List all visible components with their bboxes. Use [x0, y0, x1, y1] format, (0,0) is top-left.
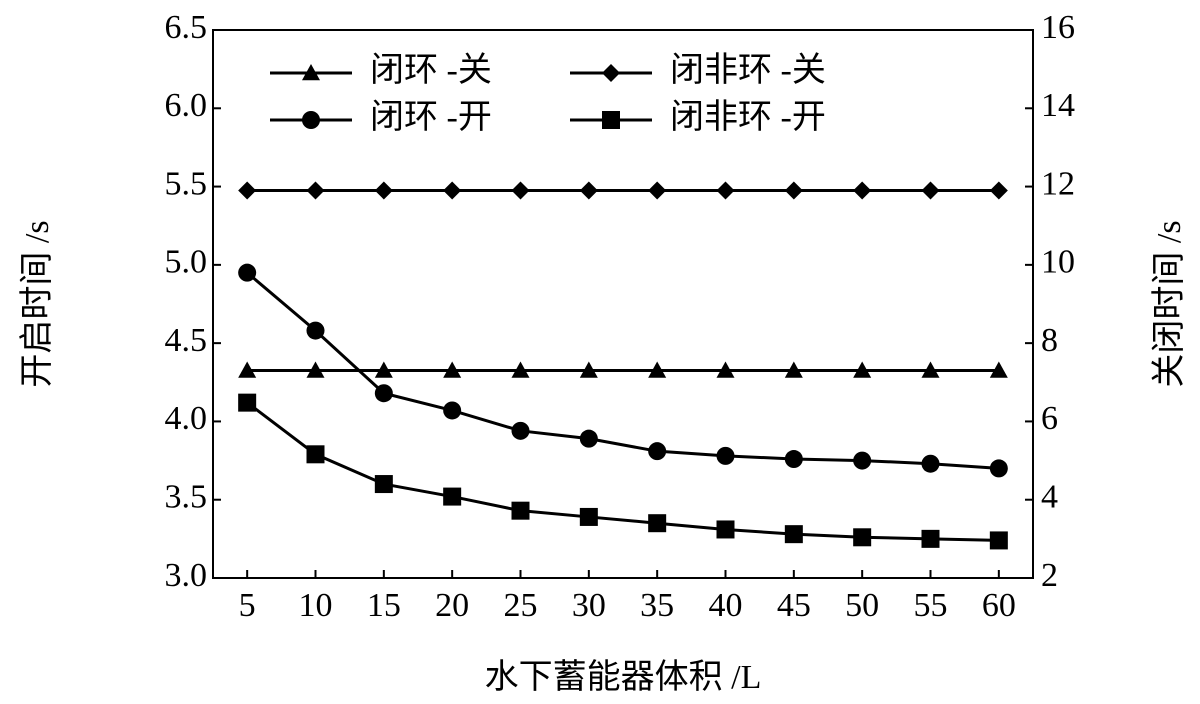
y-tick-label: 5.5 [165, 165, 208, 202]
marker [784, 525, 803, 544]
x-tick-label: 10 [299, 587, 333, 624]
marker [648, 181, 667, 200]
y2-tick-label: 8 [1041, 322, 1058, 359]
marker [648, 361, 667, 378]
marker [716, 181, 735, 200]
marker [443, 401, 462, 420]
marker [784, 450, 803, 469]
x-tick-label: 30 [572, 587, 606, 624]
marker [443, 487, 462, 506]
legend-marker [602, 64, 620, 82]
y2-tick-label: 10 [1041, 244, 1075, 281]
marker [306, 181, 325, 200]
y-tick-label: 6.5 [165, 9, 208, 46]
marker [511, 501, 530, 520]
y-tick-label: 5.0 [165, 244, 208, 281]
y-tick-label: 4.5 [165, 322, 208, 359]
series-line [246, 271, 999, 470]
x-tick-label: 20 [435, 587, 469, 624]
marker [306, 321, 325, 340]
marker [511, 361, 530, 378]
marker [511, 421, 530, 440]
marker [374, 181, 393, 200]
marker [238, 181, 257, 200]
x-tick-label: 60 [982, 587, 1016, 624]
y2-tick-label: 14 [1041, 87, 1075, 124]
x-tick-label: 5 [239, 587, 256, 624]
marker [238, 393, 257, 412]
marker [238, 361, 257, 378]
marker [921, 529, 940, 548]
marker [716, 446, 735, 465]
legend-marker [302, 111, 320, 129]
y2-tick-label: 12 [1041, 165, 1075, 202]
marker [374, 475, 393, 494]
marker [306, 445, 325, 464]
y2-tick-label: 2 [1041, 557, 1058, 594]
marker [989, 181, 1008, 200]
x-tick-label: 40 [709, 587, 743, 624]
marker [716, 520, 735, 539]
marker [921, 181, 940, 200]
marker [579, 507, 598, 526]
series-line [246, 401, 999, 542]
marker [921, 361, 940, 378]
legend-label: 闭环 -开 [370, 99, 492, 136]
x-tick-label: 45 [777, 587, 811, 624]
y2-tick-label: 16 [1041, 9, 1075, 46]
marker [374, 384, 393, 403]
legend-marker [602, 111, 620, 129]
marker [579, 181, 598, 200]
marker [306, 361, 325, 378]
x-tick-label: 35 [640, 587, 674, 624]
marker [853, 528, 872, 547]
marker [989, 531, 1008, 550]
y-axis-label: 开启时间 /s [18, 220, 56, 387]
x-tick-label: 15 [367, 587, 401, 624]
legend-label: 闭非环 -关 [670, 52, 826, 89]
legend-label: 闭环 -关 [370, 52, 492, 89]
marker [511, 181, 530, 200]
y-tick-label: 3.0 [165, 557, 208, 594]
marker [443, 361, 462, 378]
marker [238, 263, 257, 282]
marker [443, 181, 462, 200]
y2-axis-label: 关闭时间 /s [1151, 220, 1188, 387]
y2-tick-label: 4 [1041, 479, 1058, 516]
marker [648, 442, 667, 461]
marker [989, 361, 1008, 378]
plot-frame [212, 29, 1034, 579]
marker [579, 361, 598, 378]
y-tick-label: 4.0 [165, 400, 208, 437]
marker [648, 514, 667, 533]
marker [784, 181, 803, 200]
marker [853, 451, 872, 470]
marker [921, 454, 940, 473]
marker [853, 361, 872, 378]
marker [853, 181, 872, 200]
x-tick-label: 55 [914, 587, 948, 624]
marker [374, 361, 393, 378]
y-tick-label: 3.5 [165, 479, 208, 516]
marker [579, 429, 598, 448]
legend-label: 闭非环 -开 [670, 99, 826, 136]
x-tick-label: 25 [504, 587, 538, 624]
marker [716, 361, 735, 378]
x-axis-label: 水下蓄能器体积 /L [485, 658, 762, 696]
y2-tick-label: 6 [1041, 400, 1058, 437]
x-tick-label: 50 [845, 587, 879, 624]
y-tick-label: 6.0 [165, 87, 208, 124]
marker [989, 459, 1008, 478]
legend-marker [302, 64, 320, 81]
marker [784, 361, 803, 378]
